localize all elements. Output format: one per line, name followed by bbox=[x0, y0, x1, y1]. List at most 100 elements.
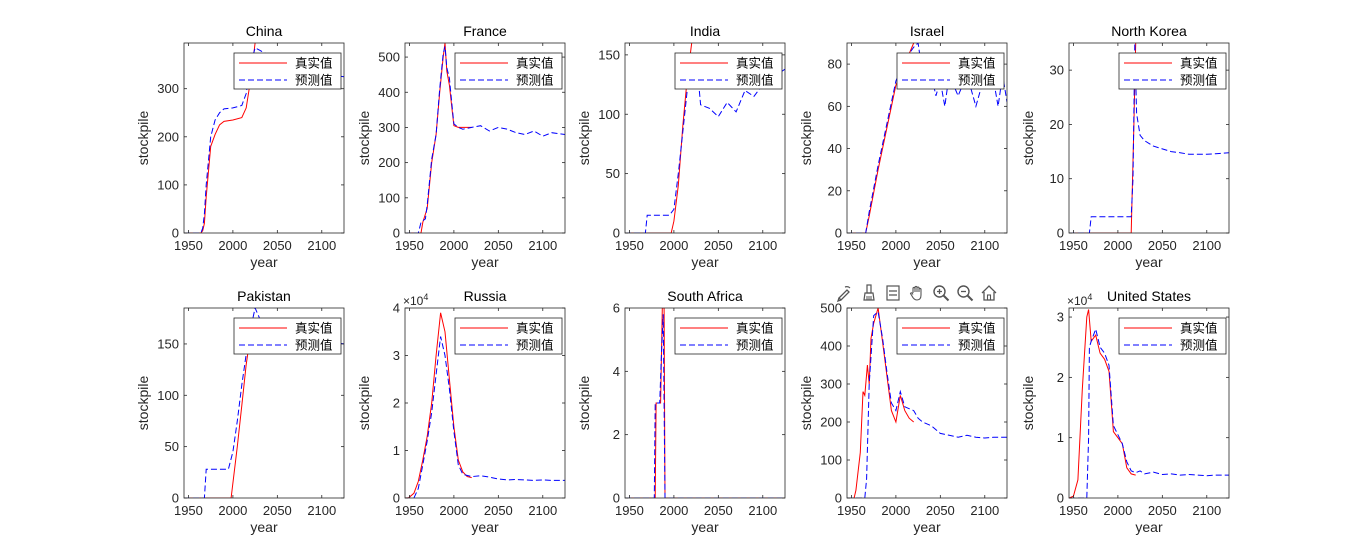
axes-box bbox=[404, 42, 566, 234]
y-axis-label: stockpile bbox=[356, 111, 372, 166]
subplot-title: Pakistan bbox=[237, 288, 291, 304]
x-tick-label: 1950 bbox=[395, 503, 424, 518]
x-tick-label: 2050 bbox=[704, 238, 733, 253]
x-tick-label: 2000 bbox=[659, 503, 688, 518]
home-icon[interactable] bbox=[978, 282, 1000, 304]
pan-hand-icon[interactable] bbox=[906, 282, 928, 304]
legend-label: 真实值 bbox=[1180, 321, 1218, 336]
axes-box bbox=[183, 42, 345, 234]
legend-label: 真实值 bbox=[295, 56, 333, 71]
x-tick-label: 2100 bbox=[528, 503, 557, 518]
y-tick-label: 0 bbox=[1057, 491, 1064, 506]
x-axis-label: year bbox=[471, 519, 499, 535]
subplot-untitled-8: 1950 2000 2050 2100 0 100 200 300 400 500 year stoc… bbox=[798, 301, 1008, 535]
y-tick-label: 100 bbox=[378, 190, 400, 205]
x-tick-label: 2100 bbox=[307, 503, 336, 518]
axes-toolbar[interactable] bbox=[834, 282, 1000, 304]
subplot-north-korea: 1950 2000 2050 2100 0 10 20 30 North Korea year st… bbox=[1020, 23, 1230, 270]
series-line-predicted bbox=[1069, 43, 1229, 233]
legend-label: 真实值 bbox=[1180, 56, 1218, 71]
legend-box bbox=[674, 52, 783, 90]
y-tick-label: 200 bbox=[157, 129, 179, 144]
x-tick-label: 2050 bbox=[484, 238, 513, 253]
y-axis-label: stockpile bbox=[798, 111, 814, 166]
y-exponent-label: ×104 bbox=[403, 292, 428, 308]
subplot-israel: 1950 2000 2050 2100 0 20 40 60 80 Israel year stock… bbox=[798, 23, 1008, 270]
subplot-france: 1950 2000 2050 2100 0 100 200 300 400 500 France ye… bbox=[356, 23, 566, 270]
legend-label: 真实值 bbox=[736, 56, 774, 71]
subplot-title: South Africa bbox=[667, 288, 743, 304]
series-line-actual bbox=[625, 308, 785, 498]
y-tick-label: 300 bbox=[378, 120, 400, 135]
y-axis-label: stockpile bbox=[576, 376, 592, 431]
legend-label: 真实值 bbox=[958, 321, 996, 336]
legend-box bbox=[1118, 52, 1227, 90]
legend-label: 真实值 bbox=[958, 56, 996, 71]
x-tick-label: 2050 bbox=[926, 238, 955, 253]
x-axis-label: year bbox=[1135, 254, 1163, 270]
y-tick-label: 150 bbox=[598, 47, 620, 62]
x-tick-label: 2050 bbox=[263, 238, 292, 253]
y-axis-label: stockpile bbox=[1020, 111, 1036, 166]
axes-box bbox=[624, 307, 786, 499]
y-tick-label: 80 bbox=[828, 57, 842, 72]
legend-label: 预测值 bbox=[516, 338, 554, 353]
y-tick-label: 0 bbox=[835, 226, 842, 241]
legend-box bbox=[896, 317, 1005, 355]
legend-label: 真实值 bbox=[736, 321, 774, 336]
legend-label: 预测值 bbox=[295, 338, 333, 353]
series-line-predicted bbox=[625, 53, 785, 233]
y-tick-label: 200 bbox=[378, 155, 400, 170]
x-axis-label: year bbox=[913, 519, 941, 535]
x-tick-label: 2000 bbox=[1103, 238, 1132, 253]
y-tick-label: 300 bbox=[820, 377, 842, 392]
x-tick-label: 2050 bbox=[704, 503, 733, 518]
x-axis-label: year bbox=[1135, 519, 1163, 535]
x-tick-label: 2100 bbox=[528, 238, 557, 253]
y-tick-label: 6 bbox=[613, 301, 620, 316]
y-tick-label: 100 bbox=[157, 388, 179, 403]
edit-icon[interactable] bbox=[834, 282, 856, 304]
x-tick-label: 1950 bbox=[615, 238, 644, 253]
legend-label: 预测值 bbox=[736, 73, 774, 88]
data-tips-icon[interactable] bbox=[882, 282, 904, 304]
zoom-in-icon[interactable] bbox=[930, 282, 952, 304]
y-tick-label: 0 bbox=[172, 226, 179, 241]
y-tick-label: 10 bbox=[1050, 171, 1064, 186]
x-tick-label: 1950 bbox=[837, 503, 866, 518]
x-tick-label: 2050 bbox=[1148, 238, 1177, 253]
brush-icon[interactable] bbox=[858, 282, 880, 304]
series-line-actual bbox=[184, 43, 256, 233]
legend-label: 预测值 bbox=[1180, 73, 1218, 88]
x-tick-label: 2000 bbox=[439, 503, 468, 518]
y-exponent-label: ×104 bbox=[1067, 292, 1092, 308]
x-tick-label: 2100 bbox=[1192, 503, 1221, 518]
x-tick-label: 2000 bbox=[881, 503, 910, 518]
legend-label: 预测值 bbox=[1180, 338, 1218, 353]
y-axis-label: stockpile bbox=[1020, 376, 1036, 431]
y-tick-label: 150 bbox=[157, 336, 179, 351]
x-axis-label: year bbox=[691, 519, 719, 535]
legend-label: 真实值 bbox=[295, 321, 333, 336]
y-tick-label: 500 bbox=[820, 301, 842, 316]
subplot-title: North Korea bbox=[1111, 23, 1187, 39]
y-tick-label: 500 bbox=[378, 50, 400, 65]
x-tick-label: 1950 bbox=[837, 238, 866, 253]
legend-box bbox=[1118, 317, 1227, 355]
legend-label: 预测值 bbox=[736, 338, 774, 353]
y-tick-label: 60 bbox=[828, 99, 842, 114]
x-axis-label: year bbox=[250, 254, 278, 270]
series-line-actual bbox=[184, 333, 252, 498]
zoom-out-icon[interactable] bbox=[954, 282, 976, 304]
x-tick-label: 2050 bbox=[1148, 503, 1177, 518]
subplot-india: 1950 2000 2050 2100 0 50 100 150 India year stockp… bbox=[576, 23, 786, 270]
y-tick-label: 2 bbox=[1057, 370, 1064, 385]
y-tick-label: 0 bbox=[1057, 226, 1064, 241]
legend-label: 预测值 bbox=[958, 73, 996, 88]
y-tick-label: 400 bbox=[820, 339, 842, 354]
y-axis-label: stockpile bbox=[576, 111, 592, 166]
